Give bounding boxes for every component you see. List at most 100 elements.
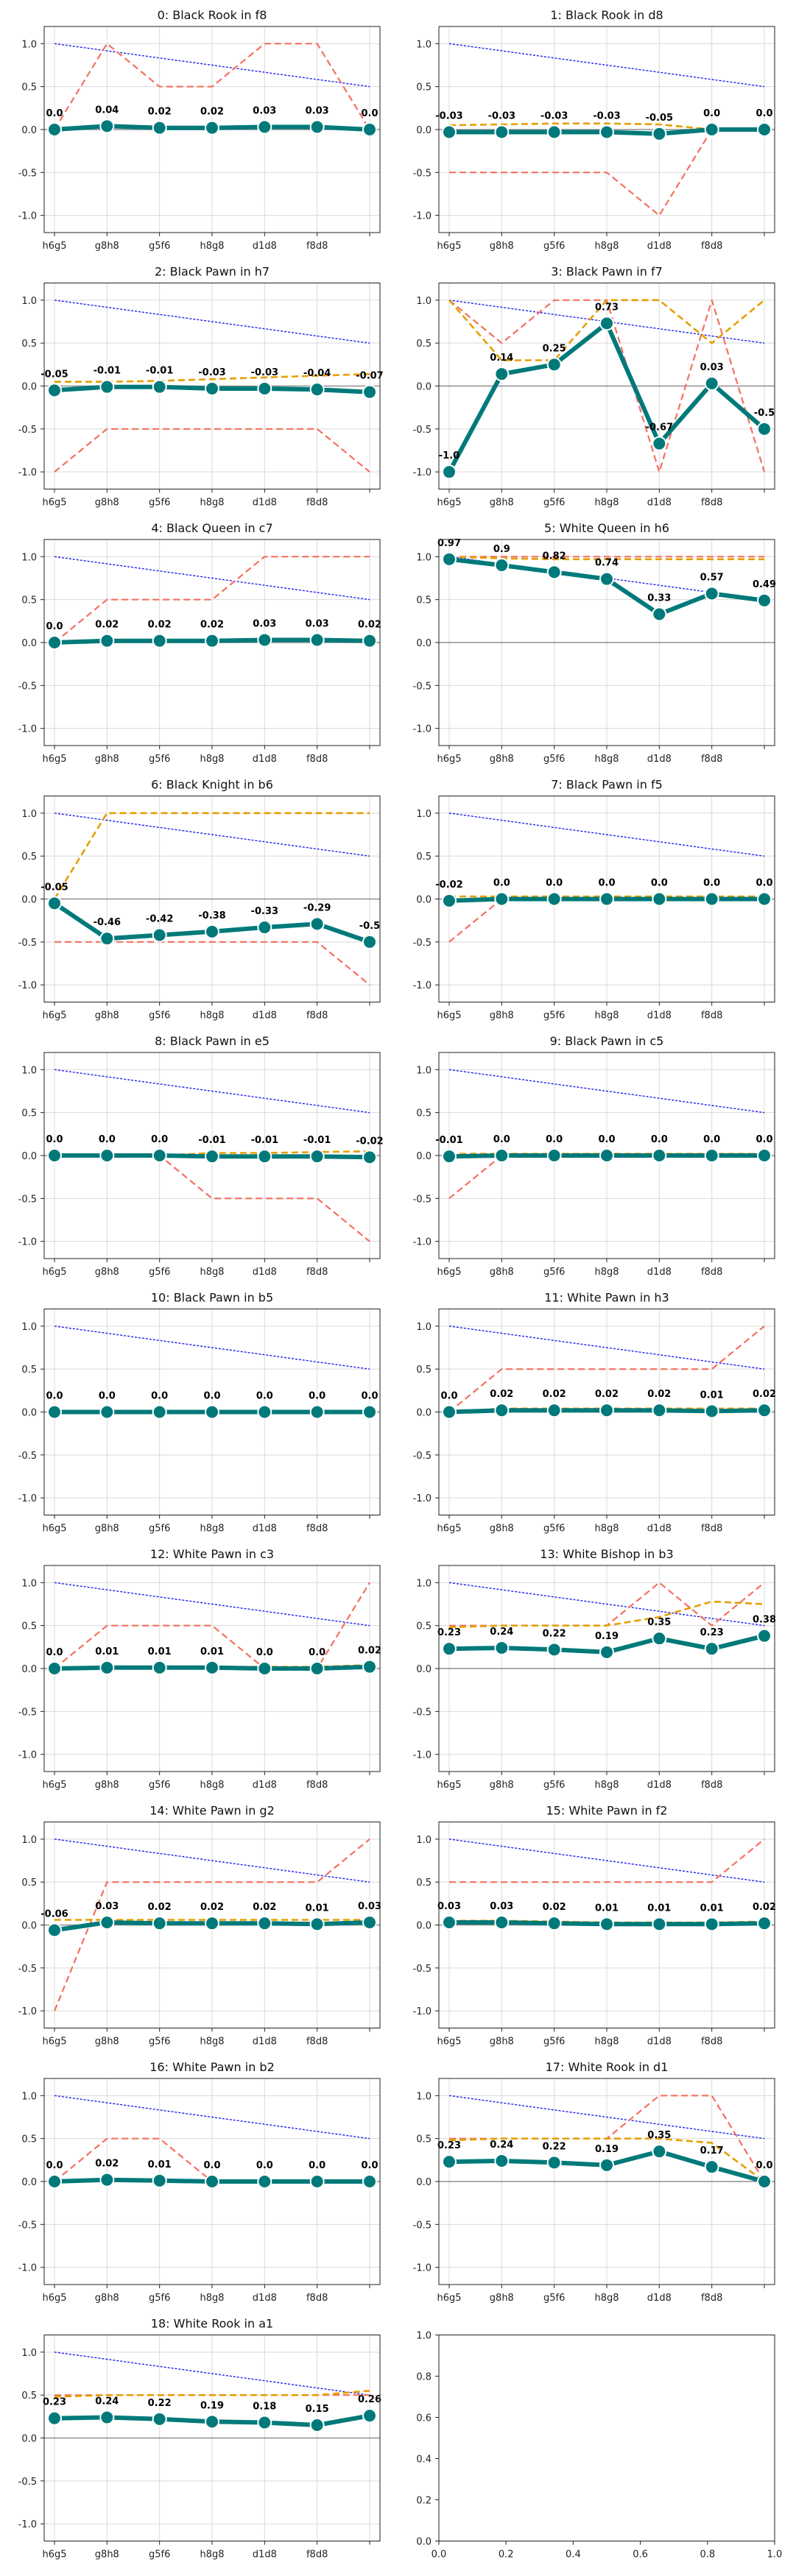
subplot-9: -0.01 0.0 0.0 0.0 0.0 0.0 0.0-1.0-0.50.00.51.0… <box>413 1034 775 1278</box>
x-tick-label: h8g8 <box>200 1011 224 1022</box>
data-point <box>494 1915 510 1930</box>
data-label: -0.01 <box>435 1135 462 1146</box>
data-label: 0.02 <box>148 1902 172 1913</box>
data-point <box>757 1916 772 1931</box>
y-tick-label: 0.5 <box>416 339 432 350</box>
x-tick-label: g5f6 <box>543 1780 565 1791</box>
data-label: 0.0 <box>309 1647 325 1658</box>
x-tick-label: g5f6 <box>149 1524 170 1535</box>
data-label: 0.03 <box>253 619 276 630</box>
subplot-title: 1: Black Rook in d8 <box>550 8 663 22</box>
data-point <box>152 1404 167 1420</box>
data-label: -0.01 <box>251 1135 278 1146</box>
data-label: 0.02 <box>253 1902 276 1913</box>
data-label: -1.0 <box>439 450 459 461</box>
data-point <box>546 1916 562 1931</box>
series-line-blue <box>54 813 370 857</box>
data-label: 0.03 <box>700 362 724 373</box>
series-line-red <box>54 43 370 130</box>
data-point <box>309 119 325 135</box>
data-point <box>442 2154 457 2170</box>
y-tick-label: -0.5 <box>413 425 432 436</box>
series-line-blue <box>448 1069 765 1114</box>
series-line-orange <box>54 2390 370 2398</box>
plot-frame <box>43 796 381 1002</box>
data-label: -0.05 <box>646 113 673 124</box>
data-point <box>704 1641 719 1657</box>
data-point <box>99 2410 115 2425</box>
subplot-title: 10: Black Pawn in b5 <box>151 1291 273 1305</box>
y-tick-label: 0.0 <box>416 2537 432 2548</box>
x-tick-label: f8d8 <box>306 1267 328 1278</box>
data-label: 0.02 <box>148 107 172 118</box>
data-point <box>652 891 667 907</box>
data-point <box>599 1917 614 1932</box>
y-tick-label: 0.5 <box>21 1108 37 1119</box>
y-tick-label: 0.0 <box>416 895 432 906</box>
data-label: 0.0 <box>203 1391 220 1402</box>
x-tick-label: h8g8 <box>594 1780 619 1791</box>
x-tick-label: g8h8 <box>490 1780 514 1791</box>
x-tick-label: g5f6 <box>149 2550 170 2561</box>
plot-frame <box>438 1309 775 1515</box>
data-label: -0.42 <box>146 914 173 925</box>
data-label: 0.0 <box>361 2160 378 2171</box>
subplot-title: 14: White Pawn in g2 <box>149 1804 275 1818</box>
y-tick-label: 0.0 <box>21 895 37 906</box>
plot-frame <box>438 796 775 1002</box>
data-label: 0.15 <box>306 2404 329 2415</box>
data-point <box>205 1660 219 1675</box>
x-tick-label: h8g8 <box>594 2293 619 2304</box>
x-tick-label: g8h8 <box>490 1011 514 1022</box>
data-point <box>47 1661 62 1676</box>
data-point <box>704 1148 719 1163</box>
y-tick-label: 0.5 <box>21 339 37 350</box>
x-tick-label: g8h8 <box>95 2293 119 2304</box>
y-tick-label: 0.0 <box>416 1664 432 1675</box>
y-tick-label: -0.5 <box>18 168 37 179</box>
x-tick-label: f8d8 <box>701 1267 722 1278</box>
data-label: 0.0 <box>256 1647 273 1658</box>
x-tick-label: h8g8 <box>200 1267 224 1278</box>
data-point <box>599 1644 614 1660</box>
data-label: 0.02 <box>200 620 224 631</box>
y-tick-label: 0.0 <box>21 1408 37 1419</box>
data-label: -0.01 <box>198 1135 225 1146</box>
data-label: 0.02 <box>647 1389 671 1400</box>
subplot-4: 0.0 0.02 0.02 0.02 0.03 0.03 0.02 -1.0 -0.5 0.0 0.… <box>18 521 381 765</box>
subplot-18: 0.23 0.24 0.22 0.19 0.18 0.15 0.26 -1.0 -0.5 0.0 0… <box>18 2317 381 2561</box>
data-label: 0.02 <box>543 1902 566 1913</box>
data-label: 0.18 <box>253 2402 276 2413</box>
data-point <box>257 2174 272 2189</box>
data-label: 0.23 <box>437 1627 461 1638</box>
data-label: -0.29 <box>303 902 331 913</box>
data-point <box>99 118 115 134</box>
data-point <box>47 2174 62 2189</box>
data-point <box>257 1149 272 1164</box>
y-tick-label: -1.0 <box>18 2006 37 2017</box>
data-label: 0.02 <box>753 1902 776 1913</box>
x-tick-label: h6g5 <box>42 2293 66 2304</box>
series-line-blue <box>54 43 370 88</box>
series-line-blue <box>448 43 765 88</box>
data-label: 0.0 <box>256 1391 273 1402</box>
x-tick-label: f8d8 <box>701 498 722 509</box>
data-point <box>599 124 614 140</box>
data-point <box>599 571 614 587</box>
data-label: 0.35 <box>647 1617 671 1628</box>
plot-frame <box>438 2335 775 2541</box>
x-tick-label: h6g5 <box>437 241 461 252</box>
x-tick-label: h6g5 <box>42 1524 66 1535</box>
y-tick-label: 1.0 <box>416 1835 432 1846</box>
y-tick-label: 1.0 <box>21 1578 37 1589</box>
data-label: 0.03 <box>95 1901 119 1912</box>
y-tick-label: 0.2 <box>416 2496 432 2507</box>
y-tick-label: -0.5 <box>18 2220 37 2231</box>
x-tick-label: d1d8 <box>253 2037 277 2048</box>
series-line-red <box>449 1838 765 1883</box>
data-point <box>599 1403 614 1418</box>
data-point <box>494 1641 510 1655</box>
data-label: 0.0 <box>99 1391 116 1402</box>
series-line-blue <box>448 1839 765 1883</box>
data-point <box>152 379 167 394</box>
